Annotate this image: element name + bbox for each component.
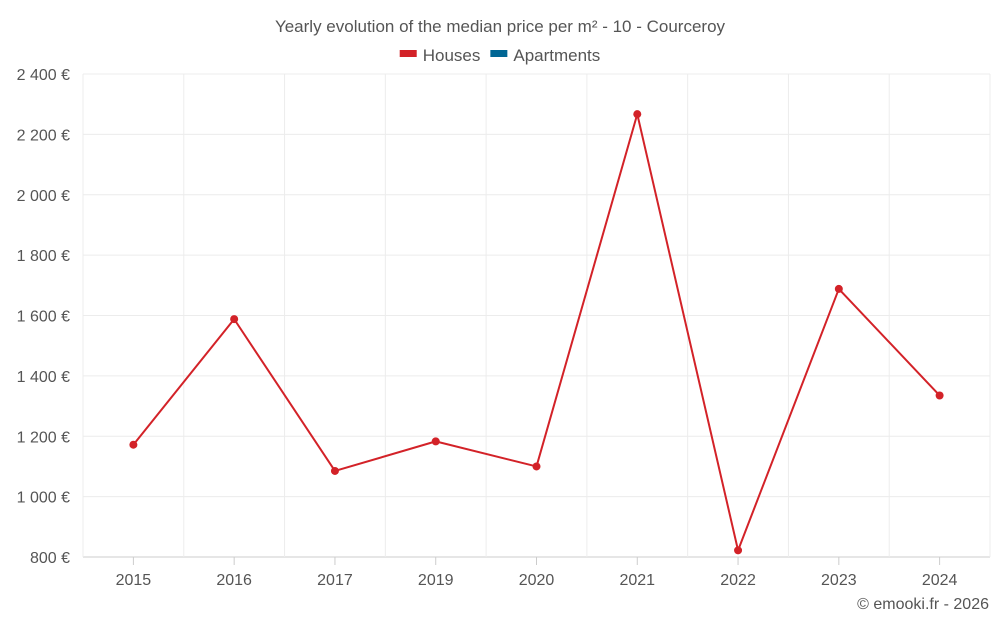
legend: Houses Apartments <box>399 46 600 65</box>
y-tick-label: 800 € <box>30 550 70 567</box>
legend-swatch <box>399 50 417 57</box>
series-layer <box>129 110 944 555</box>
legend-item-apartments: Apartments <box>490 46 600 65</box>
credit-text: © emooki.fr - 2026 <box>857 596 989 613</box>
series-line-houses <box>132 113 941 552</box>
data-point <box>734 546 743 555</box>
y-tick-label: 1 400 € <box>17 369 70 386</box>
x-axis: 2015 2016 2017 2019 2020 2021 2022 2023 2024 <box>116 557 958 589</box>
y-tick-label: 1 000 € <box>17 490 70 507</box>
data-point <box>330 466 339 475</box>
x-tick-label: 2017 <box>317 572 353 589</box>
x-tick-label: 2023 <box>821 572 857 589</box>
legend-item-houses: Houses <box>399 46 481 65</box>
y-tick-label: 2 200 € <box>17 127 70 144</box>
legend-swatch <box>490 50 508 57</box>
data-point <box>129 440 138 449</box>
x-tick-label: 2019 <box>418 572 454 589</box>
data-point <box>935 391 944 400</box>
x-tick-label: 2015 <box>116 572 152 589</box>
y-tick-label: 1 600 € <box>17 309 70 326</box>
data-point <box>431 437 440 446</box>
x-tick-label: 2024 <box>922 572 958 589</box>
data-point <box>230 315 239 324</box>
x-tick-label: 2020 <box>519 572 555 589</box>
x-tick-label: 2021 <box>619 572 655 589</box>
legend-label: Houses <box>423 46 481 65</box>
y-tick-label: 2 000 € <box>17 188 70 205</box>
y-tick-label: 1 200 € <box>17 429 70 446</box>
legend-label: Apartments <box>513 46 600 65</box>
data-point <box>834 284 843 293</box>
x-tick-label: 2022 <box>720 572 756 589</box>
x-tick-label: 2016 <box>216 572 252 589</box>
grid <box>82 73 991 558</box>
chart-title: Yearly evolution of the median price per… <box>275 17 726 36</box>
y-tick-label: 1 800 € <box>17 248 70 265</box>
y-axis: 800 € 1 000 € 1 200 € 1 400 € 1 600 € 1 800 €… <box>17 67 70 567</box>
data-point <box>532 462 541 471</box>
data-point <box>633 110 642 119</box>
y-tick-label: 2 400 € <box>17 67 70 84</box>
